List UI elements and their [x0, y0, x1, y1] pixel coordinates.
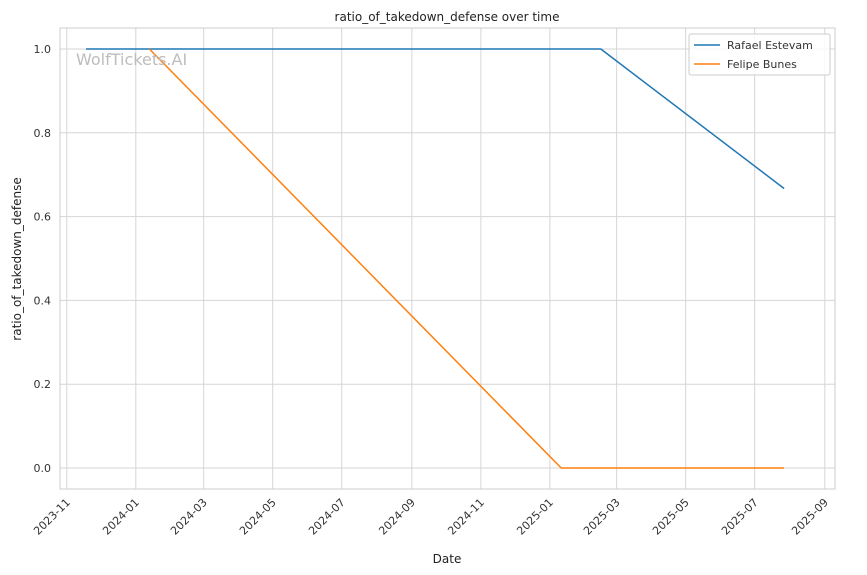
x-axis-title: Date: [433, 552, 462, 566]
legend-label: Felipe Bunes: [727, 58, 797, 71]
legend: Rafael Estevam Felipe Bunes: [688, 33, 831, 76]
legend-label: Rafael Estevam: [727, 39, 813, 52]
y-tick-labels: 0.0 0.2 0.4 0.6 0.8 1.0: [34, 43, 52, 475]
x-tick-label: 2024-11: [445, 496, 487, 538]
x-tick-label: 2025-07: [719, 496, 761, 538]
x-tick-label: 2024-07: [306, 496, 348, 538]
y-tick-label: 0.6: [34, 211, 52, 224]
x-tick-label: 2025-01: [514, 496, 556, 538]
x-tick-label: 2025-05: [650, 496, 692, 538]
legend-box: [688, 33, 831, 76]
plot-area: [59, 27, 836, 490]
x-tick-label: 2025-09: [789, 496, 831, 538]
y-tick-label: 0.4: [34, 294, 52, 307]
series-line-2: [148, 48, 785, 469]
y-tick-label: 0.8: [34, 127, 52, 140]
x-tick-label: 2024-09: [376, 496, 418, 538]
x-tick-label: 2024-01: [100, 496, 142, 538]
watermark: WolfTickets.AI: [76, 50, 187, 69]
chart-title: ratio_of_takedown_defense over time: [335, 10, 560, 24]
grid: [60, 28, 835, 489]
y-tick-label: 1.0: [34, 43, 52, 56]
x-tick-label: 2023-11: [31, 496, 73, 538]
series-layer: [86, 48, 785, 469]
y-tick-label: 0.0: [34, 462, 52, 475]
x-tick-label: 2025-03: [581, 496, 623, 538]
y-tick-label: 0.2: [34, 378, 52, 391]
x-tick-label: 2024-05: [237, 496, 279, 538]
x-tick-label: 2024-03: [168, 496, 210, 538]
y-axis-title: ratio_of_takedown_defense: [10, 177, 24, 340]
x-tick-labels: 2023-11 2024-01 2024-03 2024-05 2024-07 2024-…: [31, 496, 831, 538]
series-line-1: [86, 48, 785, 190]
